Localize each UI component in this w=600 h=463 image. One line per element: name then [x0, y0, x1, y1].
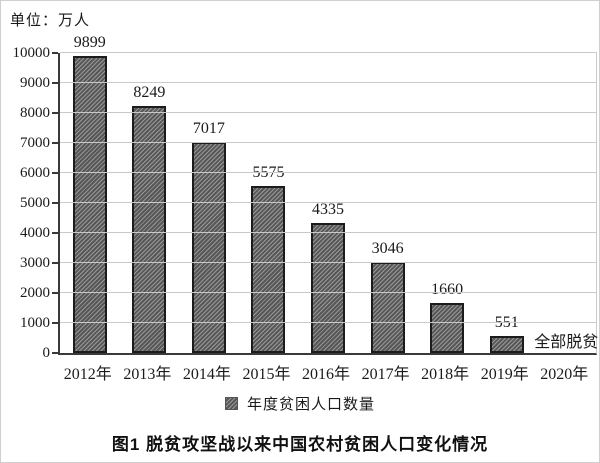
- bar-column: 5575: [239, 53, 299, 353]
- x-axis-label: 2015年: [242, 366, 291, 383]
- y-axis-tick-label: 9000: [20, 75, 50, 91]
- x-axis-label: 2018年: [421, 366, 470, 383]
- bar: [311, 223, 346, 353]
- bar: [72, 56, 107, 353]
- y-axis-tick: [52, 232, 58, 234]
- legend-label: 年度贫困人口数量: [246, 397, 375, 413]
- bar-column: 9899: [60, 35, 120, 353]
- bar: [489, 336, 524, 353]
- x-axis-label: 2014年: [182, 366, 231, 383]
- bar-value-label: 551: [494, 314, 519, 331]
- bar-column: 3046: [358, 53, 418, 353]
- gridline: [60, 322, 597, 323]
- legend: 年度贫困人口数量: [1, 393, 599, 414]
- gridline: [60, 232, 597, 233]
- bar-value-label: 5575: [252, 164, 285, 181]
- bar-value-label: 9899: [73, 34, 106, 51]
- bar: [251, 186, 286, 353]
- bar-column: 1660: [417, 53, 477, 353]
- gridline: [60, 112, 597, 113]
- x-axis-label: 2019年: [480, 366, 529, 383]
- figure-caption: 图1 脱贫攻坚战以来中国农村贫困人口变化情况: [111, 435, 489, 454]
- y-axis-tick-label: 4000: [20, 225, 50, 241]
- legend-hatch-swatch-icon: [224, 397, 238, 410]
- y-axis-tick-label: 1000: [20, 315, 50, 331]
- x-axis-label: 2016年: [302, 366, 351, 383]
- bar-column: 8249: [120, 53, 180, 353]
- gridline: [60, 52, 597, 53]
- bar: [132, 106, 167, 353]
- y-axis-tick-label: 0: [42, 345, 51, 361]
- gridline: [60, 262, 597, 263]
- gridline: [60, 202, 597, 203]
- bar-value-label: 7017: [192, 120, 225, 137]
- bar-value-label: 4335: [312, 201, 345, 218]
- y-axis-tick: [52, 112, 58, 114]
- bar-value-label: 8249: [133, 84, 166, 101]
- gridline: [60, 142, 597, 143]
- y-axis-tick: [52, 262, 58, 264]
- y-axis-tick: [52, 172, 58, 174]
- x-axis-label: 2020年: [540, 366, 589, 383]
- y-axis-tick-label: 2000: [20, 285, 50, 301]
- bar-value-label: 1660: [431, 281, 464, 298]
- bars-row: 9899 8249 7017 5575 4335 3046 1660 551 全部脱贫: [60, 35, 599, 353]
- annotation-all-lifted-out-of-poverty: 全部脱贫: [534, 334, 599, 351]
- unit-label: 单位：万人: [10, 13, 91, 29]
- plot-area: 9899 8249 7017 5575 4335 3046 1660 551 全部脱贫 0 100…: [13, 35, 599, 362]
- y-axis-tick: [52, 202, 58, 204]
- y-axis-tick-label: 6000: [20, 165, 50, 181]
- gridline: [60, 292, 597, 293]
- y-axis-tick: [52, 322, 58, 324]
- gridline: [60, 172, 597, 173]
- x-axis-label: 2013年: [123, 366, 172, 383]
- x-axis-labels: 2012年 2013年 2014年 2015年 2016年 2017年 2018年 2019年…: [58, 360, 594, 384]
- y-axis-tick-label: 8000: [20, 105, 50, 121]
- y-axis-tick-label: 5000: [20, 195, 50, 211]
- y-axis-tick-label: 3000: [20, 255, 50, 271]
- bar: [370, 262, 405, 353]
- bar-column: 7017: [179, 53, 239, 353]
- x-axis-label: 2012年: [63, 366, 112, 383]
- bar-column: 全部脱贫: [534, 53, 599, 353]
- bar-column: 551: [477, 53, 537, 353]
- bar: [191, 142, 226, 353]
- y-axis-tick: [52, 352, 58, 354]
- bar-value-label: 3046: [371, 240, 404, 257]
- y-axis-tick-label: 7000: [20, 135, 50, 151]
- y-axis-tick: [52, 292, 58, 294]
- gridline: [60, 82, 597, 83]
- bar: [430, 303, 465, 353]
- bar-column: 4335: [298, 53, 358, 353]
- y-axis-tick: [52, 142, 58, 144]
- y-axis-tick-label: 10000: [12, 45, 51, 61]
- x-axis-label: 2017年: [361, 366, 410, 383]
- y-axis-tick: [52, 82, 58, 84]
- y-axis-tick: [52, 52, 58, 54]
